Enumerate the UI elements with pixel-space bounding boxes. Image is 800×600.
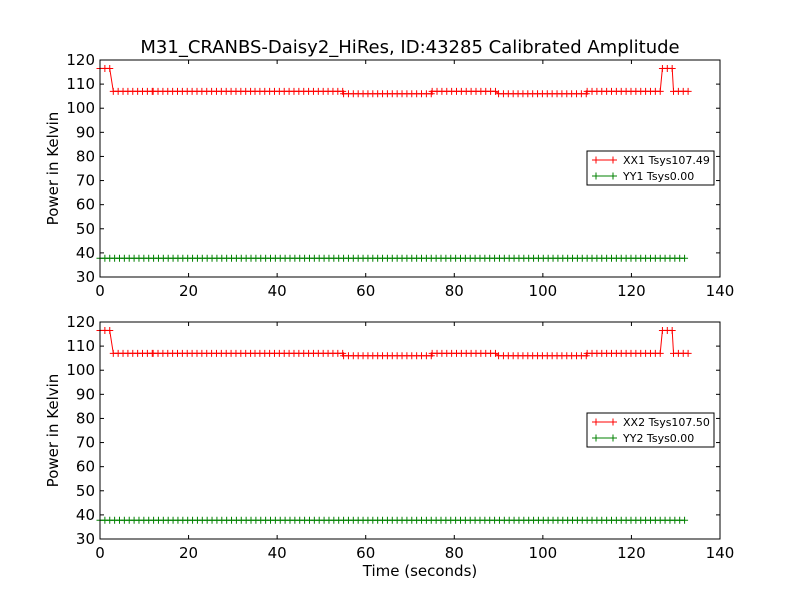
y-axis-label: Power in Kelvin [44,112,62,226]
x-tick-label: 140 [706,282,735,300]
y-tick-label: 120 [66,313,95,331]
x-tick-label: 40 [268,282,287,300]
legend-entry-label: YY1 Tsys0.00 [622,170,694,183]
y-tick-label: 40 [76,244,95,262]
y-tick-label: 40 [76,506,95,524]
legend-swatch-marker [592,172,600,180]
data-point-marker [684,87,692,95]
legend-swatch-marker [592,156,600,164]
legend-box [586,150,715,186]
series-yy1 [96,254,689,262]
legend-box [586,412,715,448]
series-xx1 [96,64,692,98]
y-tick-label: 80 [76,147,95,165]
chart-panel-2: 0 20 40 60 80 100 120 140 30 40 50 60 70 80 90 100 110 12… [44,313,734,580]
legend-swatch-marker [592,418,600,426]
y-tick-label: 90 [76,123,95,141]
x-tick-label: 40 [268,544,287,562]
x-tick-label: 80 [445,544,464,562]
y-tick-label: 30 [76,530,95,548]
x-tick-label: 60 [356,544,375,562]
legend: XX1 Tsys107.49 YY1 Tsys0.00 [586,150,715,186]
x-tick-label: 20 [179,282,198,300]
y-tick-label: 50 [76,220,95,238]
y-axis-label: Power in Kelvin [44,374,62,488]
y-tick-label: 70 [76,434,95,452]
legend-swatch-marker [592,434,600,442]
x-tick-label: 120 [617,544,646,562]
legend-swatch-marker [609,418,617,426]
data-point-marker [681,254,689,262]
data-point-marker [684,349,692,357]
x-tick-label: 100 [529,282,558,300]
y-tick-label: 100 [66,99,95,117]
legend-entry-label: XX1 Tsys107.49 [623,154,710,167]
legend-swatch-marker [609,172,617,180]
y-tick-label: 100 [66,361,95,379]
legend: XX2 Tsys107.50 YY2 Tsys0.00 [586,412,715,448]
y-tick-label: 120 [66,51,95,69]
x-tick-label: 60 [356,282,375,300]
data-point-marker [668,326,676,334]
x-tick-label: 20 [179,544,198,562]
y-tick-label: 70 [76,172,95,190]
x-tick-label: 140 [706,544,735,562]
y-tick-label: 110 [66,75,95,93]
data-point-marker [668,64,676,72]
series-yy2 [96,516,689,524]
legend-entry-label: XX2 Tsys107.50 [623,416,710,429]
data-point-marker [681,516,689,524]
x-tick-label: 80 [445,282,464,300]
y-tick-label: 90 [76,385,95,403]
y-tick-label: 60 [76,458,95,476]
data-point-marker [106,326,114,334]
plot-frame [99,59,721,278]
x-axis-label: Time (seconds) [362,562,478,580]
y-tick-label: 30 [76,268,95,286]
data-point-marker [106,64,114,72]
legend-swatch-marker [609,434,617,442]
chart-title: M31_CRANBS-Daisy2_HiRes, ID:43285 Calibr… [140,37,679,58]
y-tick-label: 60 [76,196,95,214]
x-tick-label: 100 [529,544,558,562]
data-point-marker [656,87,664,95]
x-tick-label: 120 [617,282,646,300]
plot-frame [99,321,721,540]
series-xx2 [96,326,692,360]
y-tick-label: 50 [76,482,95,500]
legend-swatch-marker [609,156,617,164]
chart-panel-1: 0 20 40 60 80 100 120 140 30 40 50 60 70 80 90 100 110 12… [44,51,734,300]
data-point-marker [656,349,664,357]
y-tick-label: 80 [76,409,95,427]
y-tick-label: 110 [66,337,95,355]
x-tick-label: 0 [95,282,105,300]
legend-entry-label: YY2 Tsys0.00 [622,432,694,445]
x-tick-label: 0 [95,544,105,562]
